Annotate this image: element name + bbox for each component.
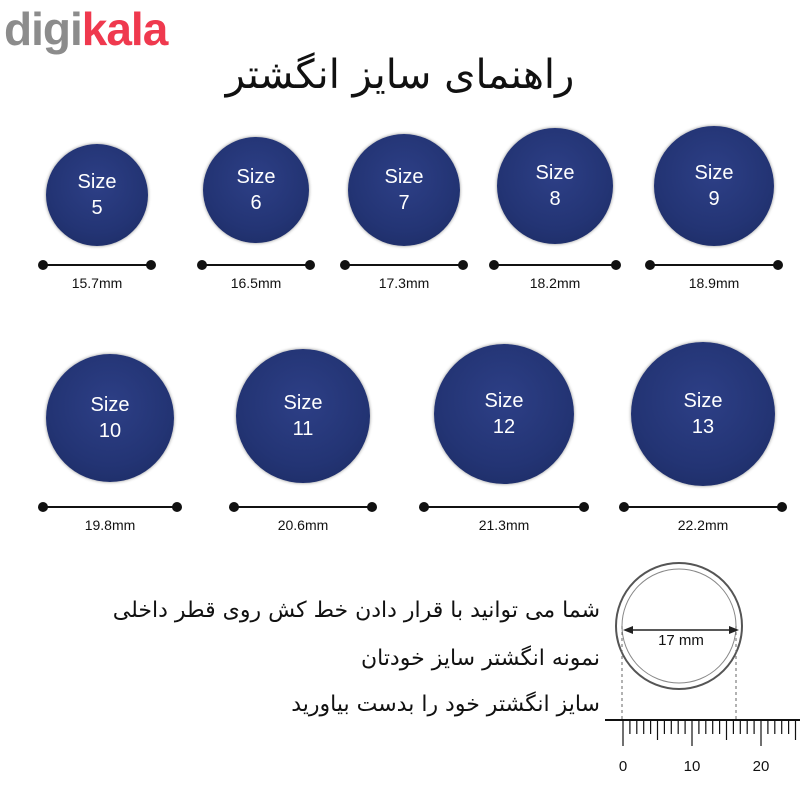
ring-size-number: 8: [549, 188, 561, 210]
logo-part-kala: kala: [81, 3, 169, 55]
diameter-dot-left: [38, 502, 48, 512]
ring-diameter-mm: 19.8mm: [84, 517, 136, 533]
ring-size-number: 13: [691, 416, 715, 438]
diameter-dot-right: [773, 260, 783, 270]
ring-diameter-mm: 20.6mm: [277, 517, 329, 533]
ring-size-number: 10: [98, 420, 122, 442]
ring-circle: Size 6: [203, 137, 309, 243]
diameter-dot-right: [367, 502, 377, 512]
diameter-dot-left: [619, 502, 629, 512]
ring-size-label: Size: [77, 171, 117, 193]
digikala-logo: digikala: [4, 3, 169, 55]
ring-size-label: Size: [683, 390, 723, 412]
ring-diameter-mm: 21.3mm: [478, 517, 530, 533]
ring-diameter-mm: 17.3mm: [378, 275, 430, 291]
ring-circle: Size 11: [236, 349, 370, 483]
ring-size-label: Size: [484, 390, 524, 412]
ring-diameter-mm: 18.9mm: [688, 275, 740, 291]
diameter-dot-left: [489, 260, 499, 270]
ring-diameter-mm: 22.2mm: [677, 517, 729, 533]
sample-ring-outer: [615, 562, 743, 690]
ring-size-label: Size: [694, 162, 734, 184]
diameter-dot-left: [38, 260, 48, 270]
page-title: راهنمای سایز انگشتر: [225, 52, 575, 98]
logo-part-digi: digi: [4, 3, 83, 55]
diameter-line: [234, 506, 372, 508]
ring-circle: Size 9: [654, 126, 774, 246]
ring-size-label: Size: [283, 392, 323, 414]
ring-circle: Size 13: [631, 342, 775, 486]
diameter-arrow-left: [623, 626, 633, 634]
instruction-line-3: سایز انگشتر خود را بدست بیاورید: [291, 692, 600, 717]
diameter-dot-right: [579, 502, 589, 512]
diameter-dot-right: [305, 260, 315, 270]
ring-circle: Size 10: [46, 354, 174, 482]
ruler-diagram: 17 mm 0 10 20: [605, 562, 800, 775]
ring-size-label: Size: [236, 166, 276, 188]
ring-circle: Size 5: [46, 144, 148, 246]
diameter-dot-left: [197, 260, 207, 270]
instruction-line-2: نمونه انگشتر سایز خودتان: [360, 646, 600, 671]
ring-size-number: 11: [292, 418, 314, 440]
diameter-line: [43, 506, 177, 508]
ring-size-number: 7: [398, 192, 410, 214]
diameter-dot-left: [340, 260, 350, 270]
diameter-dot-right: [611, 260, 621, 270]
ring-circle: Size 12: [434, 344, 574, 484]
diameter-line: [424, 506, 584, 508]
ruler-label-20: 20: [753, 758, 770, 775]
ring-size-label: Size: [535, 162, 575, 184]
ring-size-number: 12: [492, 416, 516, 438]
diameter-line: [650, 264, 778, 266]
diameter-dot-left: [645, 260, 655, 270]
ruler-label-10: 10: [684, 758, 701, 775]
ring-diameter-mm: 18.2mm: [529, 275, 581, 291]
diameter-dot-left: [229, 502, 239, 512]
sample-ring-inner: [621, 568, 737, 684]
diameter-line: [345, 264, 463, 266]
diameter-dot-right: [458, 260, 468, 270]
diameter-line: [202, 264, 310, 266]
ruler-label-0: 0: [619, 758, 627, 775]
ring-size-number: 5: [91, 197, 103, 219]
ring-diameter-mm: 16.5mm: [230, 275, 282, 291]
diameter-line: [43, 264, 151, 266]
diameter-line: [494, 264, 616, 266]
diameter-dot-right: [172, 502, 182, 512]
diameter-dot-right: [777, 502, 787, 512]
diameter-label: 17 mm: [658, 632, 704, 649]
diameter-dot-left: [419, 502, 429, 512]
ring-circle: Size 7: [348, 134, 460, 246]
ring-size-label: Size: [384, 166, 424, 188]
instruction-line-1: شما می توانید با قرار دادن خط کش روی قطر…: [112, 598, 600, 623]
diameter-dot-right: [146, 260, 156, 270]
ring-size-label: Size: [90, 394, 130, 416]
ring-size-number: 9: [708, 188, 720, 210]
ruler-ticks: [622, 720, 797, 746]
diameter-line: [624, 506, 782, 508]
ring-diameter-mm: 15.7mm: [71, 275, 123, 291]
ring-size-number: 6: [250, 192, 262, 214]
diameter-arrow-right: [729, 626, 739, 634]
ring-circle: Size 8: [497, 128, 613, 244]
